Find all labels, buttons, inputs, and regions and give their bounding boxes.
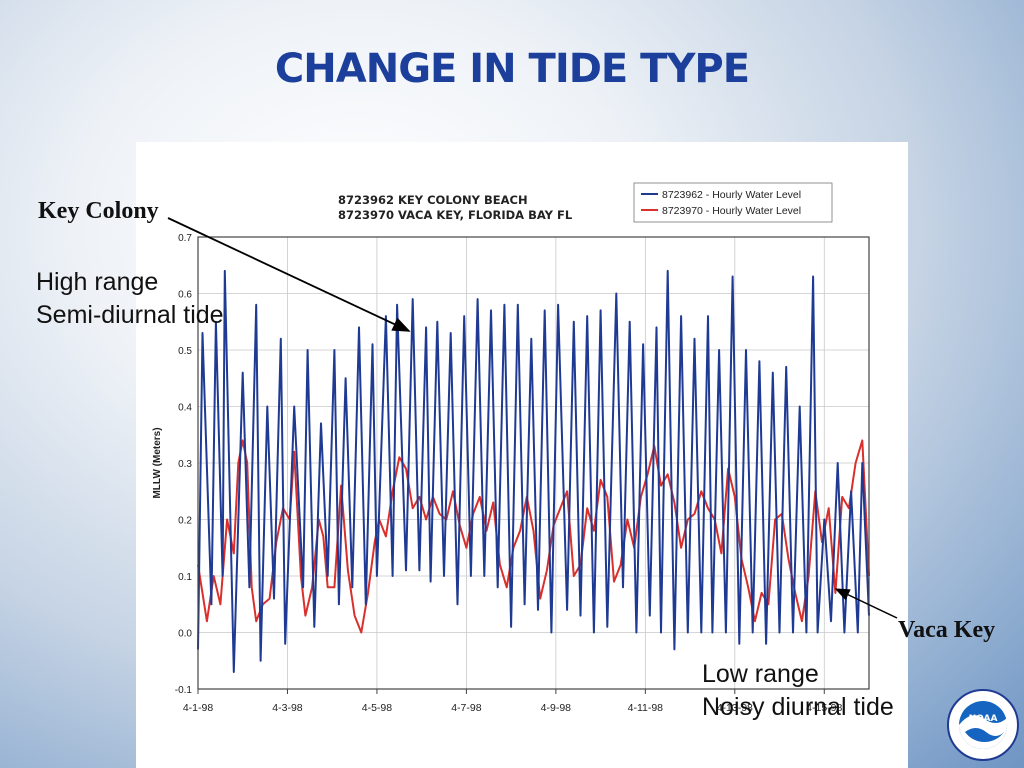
plot-frame	[197, 236, 870, 690]
y-tick-label: 0.7	[178, 233, 192, 244]
legend-label-blue: 8723962 - Hourly Water Level	[662, 189, 801, 201]
x-tick-label: 4-15-98	[806, 702, 842, 714]
chart-series	[197, 269, 870, 673]
callout-key-colony-line2: Semi-diurnal tide	[36, 301, 224, 329]
x-tick-label: 4-11-98	[628, 702, 664, 714]
callout-vaca-key-line2: Noisy diurnal tide	[702, 693, 894, 721]
callout-vaca-key-line1: Low range	[702, 660, 819, 688]
x-tick-label: 4-3-98	[272, 702, 303, 714]
y-tick-label: 0.2	[178, 516, 192, 527]
callout-key-colony-line1: High range	[36, 268, 159, 296]
x-tick-label: 4-7-98	[451, 702, 482, 714]
slide-title: CHANGE IN TIDE TYPE	[274, 46, 750, 92]
x-axis-ticks: 4-1-98 4-3-98 4-5-98 4-7-98 4-9-98 4-11-98 4-1…	[183, 689, 843, 714]
y-tick-label: 0.5	[178, 346, 192, 357]
noaa-logo-text: NOAA	[969, 714, 998, 724]
chart-title-line2: 8723970 VACA KEY, FLORIDA BAY FL	[338, 208, 573, 222]
x-tick-label: 4-1-98	[183, 702, 214, 714]
y-tick-label: 0.0	[178, 629, 192, 640]
chart-legend: 8723962 - Hourly Water Level 8723970 - H…	[633, 182, 833, 223]
x-tick-label: 4-13-98	[717, 702, 753, 714]
callout-key-colony-desc: High range Semi-diurnal tide	[36, 266, 224, 332]
callout-vaca-key-title: Vaca Key	[898, 617, 996, 643]
y-tick-label: -0.1	[175, 685, 193, 696]
callout-vaca-key-desc: Low range Noisy diurnal tide	[702, 658, 894, 724]
x-tick-label: 4-5-98	[362, 702, 393, 714]
series-line-key-colony	[197, 269, 870, 673]
x-tick-label: 4-9-98	[541, 702, 572, 714]
chart-title-line1: 8723962 KEY COLONY BEACH	[338, 193, 528, 207]
y-axis-label: MLLW (Meters)	[152, 427, 163, 498]
y-tick-label: 0.1	[178, 572, 192, 583]
noaa-seal-icon: NOAA	[947, 689, 1019, 761]
y-tick-label: 0.3	[178, 459, 192, 470]
y-tick-label: 0.4	[178, 403, 192, 414]
callout-key-colony-title: Key Colony	[38, 198, 159, 224]
legend-box	[633, 182, 833, 223]
legend-label-red: 8723970 - Hourly Water Level	[662, 205, 801, 217]
